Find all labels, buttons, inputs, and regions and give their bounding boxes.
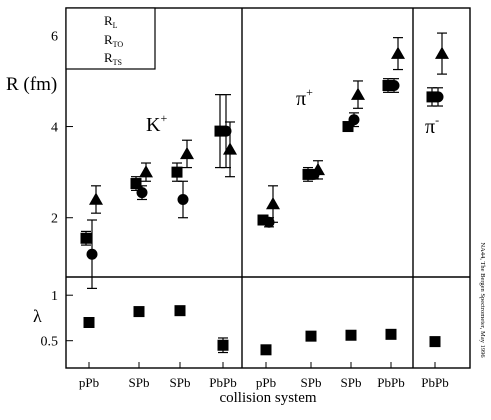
legend-label-l-sub: L xyxy=(113,21,118,30)
r-to-g2-p1-marker xyxy=(257,214,269,226)
r-to-g1-p1-marker xyxy=(80,232,92,244)
r-l-g2-p3-marker xyxy=(351,87,365,100)
r-l-g2-p4-marker xyxy=(391,46,405,59)
xtick-label-4: PbPb xyxy=(209,375,236,390)
xtick-label-8: PbPb xyxy=(377,375,404,390)
lambda-p6-marker xyxy=(305,330,317,342)
group-label-3: π- xyxy=(425,113,439,138)
group-label-2-sup: + xyxy=(306,85,313,99)
r-l-g3-p1-marker xyxy=(435,46,449,59)
group-label-2: π+ xyxy=(296,85,313,110)
x-axis-label: collision system xyxy=(219,390,316,406)
axes: 2 4 6 0.5 1 pPb SPb SPb PbPb pPb SPb SPb PbPb PbPb xyxy=(41,29,449,390)
r-l-g1-p3-marker xyxy=(180,146,194,160)
top-ytick-label-6: 6 xyxy=(51,29,58,44)
legend-box xyxy=(65,7,156,70)
r-to-g2-p4-marker xyxy=(382,80,394,92)
group-label-3-main: π xyxy=(425,116,435,138)
r-l-g1-p4-marker xyxy=(223,142,237,155)
r-to-g1-p2-marker xyxy=(130,178,142,190)
y-axis-label-top: R (fm) xyxy=(6,74,57,95)
group-label-1: K+ xyxy=(146,111,167,136)
y-axis-label-bottom: λ xyxy=(33,306,42,326)
panel-frames xyxy=(65,7,471,369)
r-ts-g1-p3-marker xyxy=(177,193,189,205)
r-to-g1-p3-marker xyxy=(171,166,183,178)
plot-frame xyxy=(65,7,471,369)
legend-label-ts: RTS xyxy=(104,50,122,67)
r-to-g3-p1-marker xyxy=(426,91,438,103)
bottom-ytick-label-1: 1 xyxy=(51,289,58,304)
r-l-g1-p1-marker xyxy=(89,192,103,205)
group-label-1-sup: + xyxy=(160,111,167,125)
r-to-g2-p3-marker xyxy=(342,121,354,133)
lambda-p7-marker xyxy=(345,329,357,341)
legend-label-ts-main: R xyxy=(104,50,113,65)
top-ytick-label-4: 4 xyxy=(51,121,58,136)
legend-label-ts-sub: TS xyxy=(113,58,122,67)
xtick-label-3: SPb xyxy=(170,375,191,390)
legend-label-to-sub: TO xyxy=(113,40,124,49)
legend-label-to: RTO xyxy=(104,32,123,49)
lambda-p5-marker xyxy=(260,344,272,356)
r-l-g1-p2-marker xyxy=(139,165,153,178)
legend-label-l: RL xyxy=(104,13,118,30)
data-marks xyxy=(79,13,449,356)
group-label-1-main: K xyxy=(146,114,161,136)
xtick-label-7: SPb xyxy=(341,375,362,390)
legend-label-to-main: R xyxy=(104,32,113,47)
r-l-g2-p2-marker xyxy=(311,162,325,176)
group-label-2-main: π xyxy=(296,88,306,110)
lambda-p8-marker xyxy=(385,328,397,340)
r-l-g2-p1-marker xyxy=(266,197,280,210)
group-label-3-sup: - xyxy=(435,113,439,127)
r-to-g2-p2-marker xyxy=(302,168,314,180)
lambda-p3-marker xyxy=(174,305,186,317)
bottom-ytick-label-0.5: 0.5 xyxy=(41,335,59,350)
xtick-label-2: SPb xyxy=(129,375,150,390)
r-ts-g1-p1-marker xyxy=(86,248,98,260)
side-note: NA44, The Bergen Spectrometer, May 1996 xyxy=(479,242,486,358)
lambda-p9-marker xyxy=(429,336,441,348)
lambda-p2-marker xyxy=(133,306,145,318)
xtick-label-6: SPb xyxy=(301,375,322,390)
legend-label-l-main: R xyxy=(104,13,113,28)
lambda-p4-marker xyxy=(217,339,229,351)
xtick-label-9: PbPb xyxy=(421,375,448,390)
xtick-label-5: pPb xyxy=(256,375,276,390)
r-to-g1-p4-marker xyxy=(214,125,226,137)
lambda-p1-marker xyxy=(83,317,95,328)
top-ytick-label-2: 2 xyxy=(51,212,58,227)
xtick-label-1: pPb xyxy=(79,375,99,390)
